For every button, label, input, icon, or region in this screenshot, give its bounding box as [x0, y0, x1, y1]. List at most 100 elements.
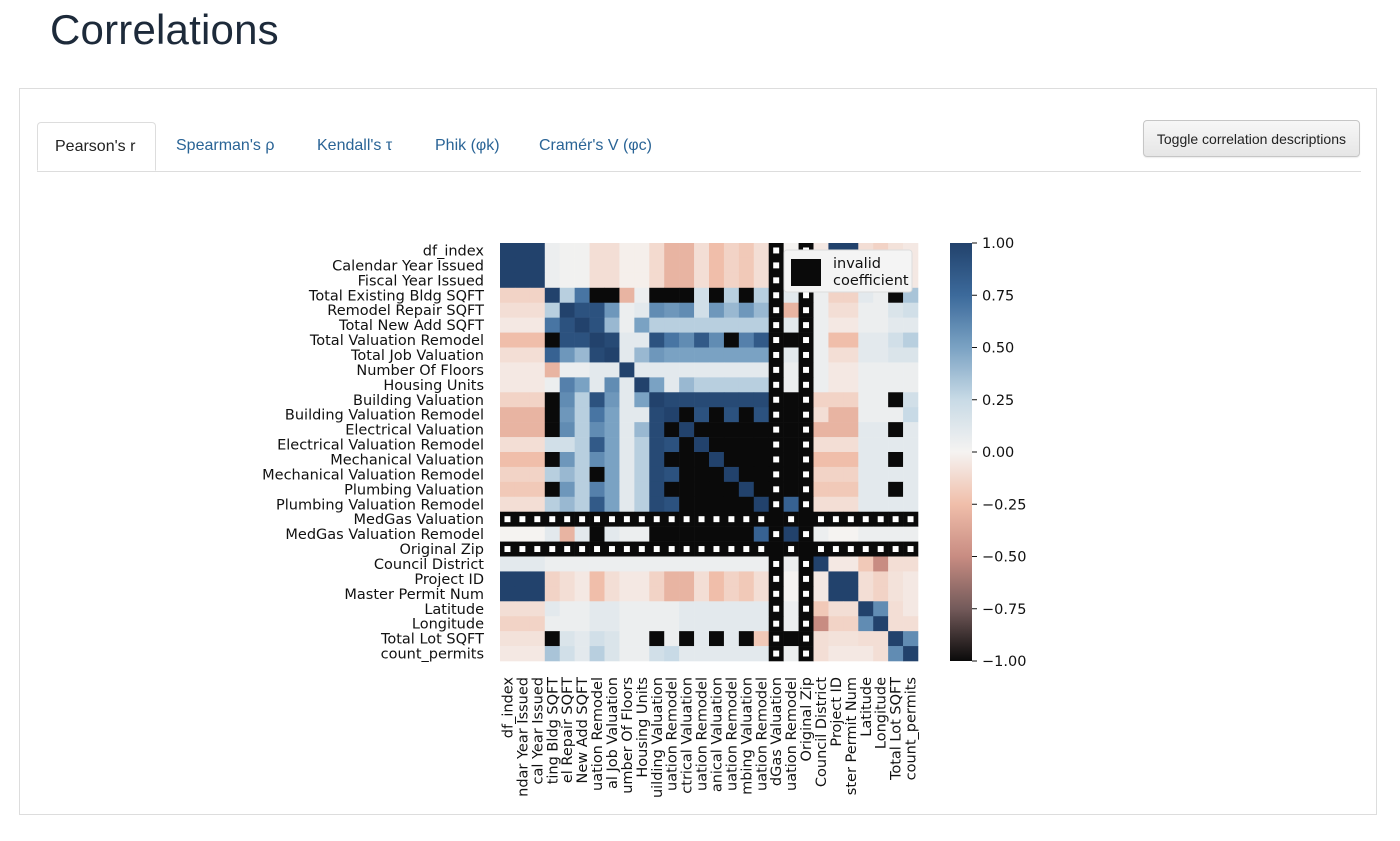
heatmap-cell	[619, 526, 635, 542]
heatmap-cell	[500, 287, 516, 304]
heatmap-cell	[723, 601, 740, 617]
heatmap-cell	[604, 392, 620, 408]
heatmap-cell	[783, 646, 799, 662]
heatmap-cell	[500, 317, 516, 333]
heatmap-cell	[888, 586, 904, 602]
heatmap-cell	[634, 392, 650, 408]
heatmap-cell	[514, 317, 531, 333]
heatmap-cell	[574, 646, 590, 662]
heatmap-cell	[559, 466, 575, 483]
x-tick-label: uation Remodel	[724, 677, 740, 791]
heatmap-cell	[709, 496, 725, 513]
heatmap-cell	[903, 526, 919, 542]
y-tick-label: Mechanical Valuation Remodel	[262, 467, 484, 483]
heatmap-cell	[500, 437, 516, 453]
heatmap-cell	[634, 422, 650, 438]
colorbar-tick-label: 0.50	[982, 341, 1014, 357]
y-tick-label: Total Job Valuation	[350, 348, 484, 364]
invalid-band-gap	[773, 292, 780, 299]
heatmap-cell	[753, 272, 770, 289]
heatmap-cell	[888, 452, 904, 468]
x-tick-label: al Job Valuation	[605, 677, 621, 789]
heatmap-cell	[544, 332, 561, 348]
heatmap-cell	[723, 616, 740, 632]
heatmap-cell	[664, 257, 680, 274]
tab-pearson[interactable]: Pearson's r	[37, 122, 156, 171]
x-tick-label: uation Remodel	[665, 677, 681, 791]
invalid-band-gap	[623, 516, 630, 523]
heatmap-cell	[514, 392, 531, 408]
heatmap-cell	[604, 437, 620, 453]
x-tick-label: ndar Year Issued	[515, 677, 531, 797]
heatmap-cell	[679, 332, 695, 348]
heatmap-cell	[828, 392, 844, 408]
heatmap-cell	[649, 601, 665, 617]
invalid-band-gap	[594, 516, 601, 523]
invalid-band-gap	[907, 546, 914, 553]
y-tick-label: Mechanical Valuation	[330, 452, 484, 468]
colorbar-tick-label: 0.25	[982, 393, 1014, 409]
invalid-band-gap	[743, 516, 750, 523]
heatmap-cell	[753, 302, 770, 318]
heatmap-cell	[738, 377, 755, 393]
heatmap-cell	[664, 466, 680, 483]
heatmap-cell	[559, 302, 575, 318]
heatmap-cell	[843, 571, 859, 587]
toggle-descriptions-button[interactable]: Toggle correlation descriptions	[1142, 120, 1360, 157]
colorbar-tick-label: −0.50	[982, 550, 1026, 566]
heatmap-cell	[828, 466, 844, 483]
heatmap-cell	[888, 332, 904, 348]
invalid-band-gap	[713, 546, 720, 553]
heatmap-cell	[634, 272, 650, 289]
heatmap-cell	[649, 332, 665, 348]
colorbar-tick-label: −1.00	[982, 654, 1026, 670]
heatmap-cell	[858, 601, 874, 617]
heatmap-cell	[544, 392, 561, 408]
heatmap-cell	[694, 377, 710, 393]
tab-kendall[interactable]: Kendall's τ	[317, 137, 393, 154]
heatmap-cell	[544, 437, 561, 453]
invalid-band-gap	[758, 546, 765, 553]
heatmap-cell	[529, 616, 546, 632]
heatmap-cell	[694, 347, 710, 363]
heatmap-cell	[619, 631, 635, 647]
heatmap-cell	[634, 631, 650, 647]
invalid-band-gap	[773, 351, 780, 358]
y-tick-label: Remodel Repair SQFT	[327, 303, 484, 319]
tab-phik[interactable]: Phik (φk)	[435, 137, 500, 154]
heatmap-cell	[544, 586, 561, 602]
invalid-band-gap	[504, 516, 511, 523]
heatmap-cell	[559, 437, 575, 453]
heatmap-cell	[589, 586, 605, 602]
heatmap-cell	[903, 466, 919, 483]
heatmap-cell	[649, 272, 665, 289]
heatmap-cell	[709, 437, 725, 453]
tab-spearman[interactable]: Spearman's ρ	[176, 137, 275, 154]
y-tick-label: Housing Units	[383, 378, 484, 394]
heatmap-cell	[544, 347, 561, 363]
heatmap-cell	[604, 631, 620, 647]
heatmap-cell	[738, 422, 755, 438]
heatmap-cell	[514, 272, 531, 289]
tab-cramers-v[interactable]: Cramér's V (φc)	[539, 137, 652, 154]
y-tick-label: Building Valuation	[353, 393, 484, 409]
invalid-band-gap	[803, 322, 810, 329]
heatmap-cell	[694, 481, 710, 498]
heatmap-cell	[694, 526, 710, 542]
heatmap-cell	[544, 496, 561, 513]
x-tick-label: Total Lot SQFT	[889, 677, 905, 781]
heatmap-cell	[679, 466, 695, 483]
heatmap-cell	[783, 437, 799, 453]
heatmap-cell	[723, 437, 740, 453]
heatmap-cell	[634, 407, 650, 423]
invalid-band-gap	[803, 635, 810, 642]
heatmap-cell	[619, 422, 635, 438]
heatmap-cell	[813, 466, 829, 483]
heatmap-cell	[679, 526, 695, 542]
heatmap-cell	[529, 601, 546, 617]
colorbar-tick-label: 0.00	[982, 445, 1014, 461]
heatmap-cell	[529, 257, 546, 274]
heatmap-cell	[649, 257, 665, 274]
heatmap-cell	[753, 556, 770, 572]
heatmap-cell	[858, 481, 874, 498]
